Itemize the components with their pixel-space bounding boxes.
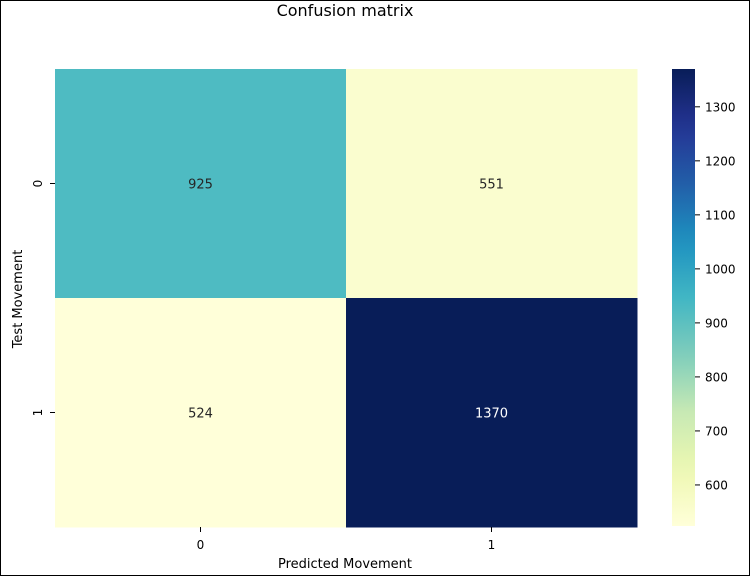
chart-title: Confusion matrix [277,1,414,20]
colorbar-tick-label: 1300 [705,100,736,114]
colorbar [672,69,695,526]
heatmap-cell [55,298,347,528]
heatmap-cell [346,69,638,299]
cell-value-label: 524 [188,407,213,422]
y-axis-ticks: 01 [31,180,55,417]
cell-value-label: 551 [479,178,504,193]
colorbar-tick-label: 600 [705,478,728,492]
x-tick-label: 0 [197,538,205,552]
heatmap-cell [55,69,347,299]
heatmap-cell [346,298,638,528]
y-axis-label: Test Movement [11,250,26,350]
x-tick-label: 1 [488,538,496,552]
colorbar-tick-label: 1000 [705,262,736,276]
cell-value-labels: 925 551 524 1370 [188,178,508,422]
x-axis-label: Predicted Movement [278,557,412,572]
colorbar-ticks: 600 700 800 900 1000 1100 1200 1300 [695,100,736,492]
colorbar-tick-label: 1100 [705,208,736,222]
y-tick-label: 0 [31,180,45,188]
colorbar-tick-label: 700 [705,424,728,438]
colorbar-tick-label: 1200 [705,154,736,168]
y-tick-label: 1 [31,409,45,417]
colorbar-tick-label: 800 [705,370,728,384]
cell-value-label: 1370 [475,407,508,422]
heatmap-cells [55,69,638,528]
cell-value-label: 925 [188,178,213,193]
colorbar-tick-label: 900 [705,316,728,330]
